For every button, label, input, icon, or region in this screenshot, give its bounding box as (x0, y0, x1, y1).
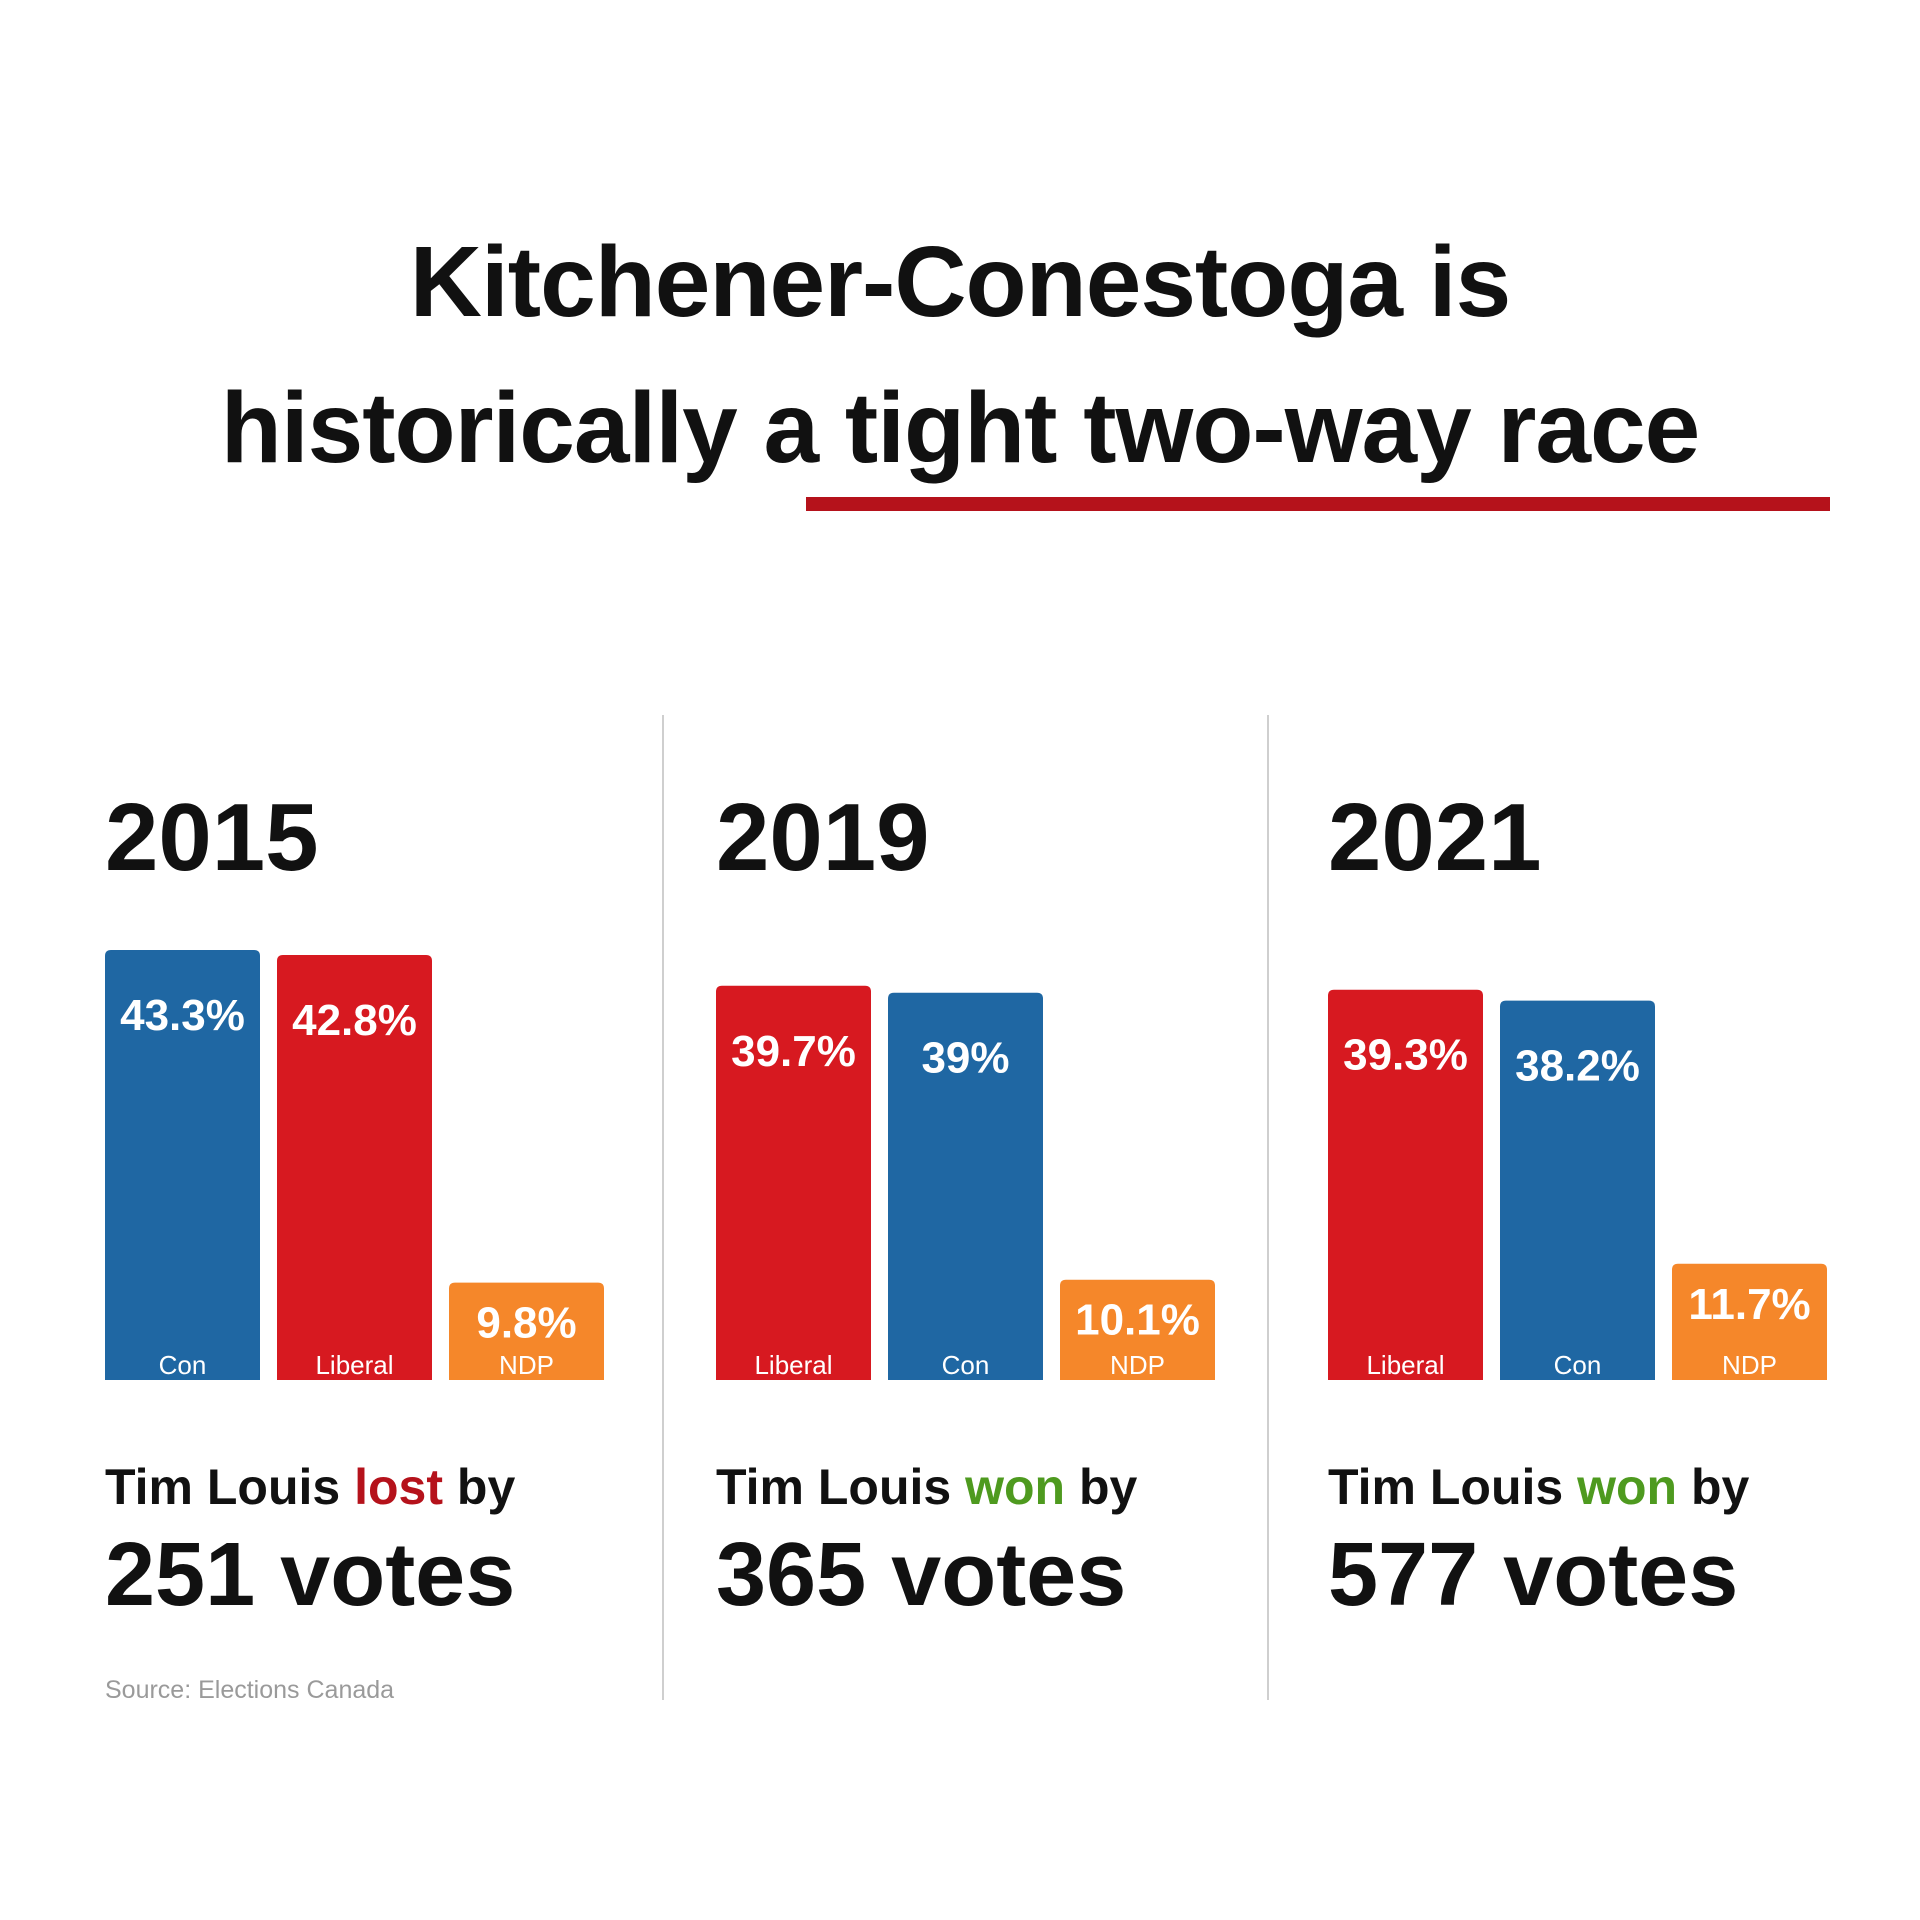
bar-category-label: Liberal (315, 1350, 393, 1380)
votes-2015: 251 votes (105, 1525, 516, 1625)
title-line-1: Kitchener-Conestoga is (409, 226, 1511, 338)
bar-con (1500, 1000, 1655, 1380)
result-outcome: lost (354, 1459, 444, 1515)
votes-2019: 365 votes (716, 1525, 1127, 1625)
bar-ndp (449, 1282, 604, 1380)
bar-category-label: NDP (499, 1350, 554, 1380)
bar-value-label: 10.1% (1075, 1296, 1200, 1345)
bar-category-label: Liberal (1366, 1350, 1444, 1380)
votes-2021: 577 votes (1328, 1525, 1739, 1625)
result-2015: Tim Louis lost by (105, 1462, 515, 1512)
bar-liberal (277, 954, 432, 1380)
column-divider-2 (1267, 715, 1269, 1700)
title-underline (806, 497, 1830, 511)
column-divider-1 (662, 715, 664, 1700)
year-2015: 2015 (105, 784, 319, 891)
result-prefix: Tim Louis (1328, 1459, 1578, 1515)
chart-2019: 39.7% Liberal 39% Con 10.1% NDP (716, 985, 1215, 1380)
title-line-2: historically a tight two-way race (220, 372, 1701, 484)
bar-category-label: NDP (1110, 1350, 1165, 1380)
bar-liberal (1328, 989, 1483, 1380)
bar-value-label: 43.3% (120, 991, 245, 1040)
bar-category-label: Con (1554, 1350, 1602, 1380)
bar-ndp (1672, 1263, 1827, 1380)
bar-value-label: 9.8% (476, 1299, 576, 1348)
bar-category-label: Con (159, 1350, 207, 1380)
bar-ndp (1060, 1279, 1215, 1380)
result-suffix: by (443, 1459, 516, 1515)
bar-value-label: 11.7% (1688, 1280, 1810, 1329)
result-2019: Tim Louis won by (716, 1462, 1137, 1512)
result-prefix: Tim Louis (716, 1459, 966, 1515)
bar-liberal (716, 985, 871, 1380)
bar-value-label: 38.2% (1515, 1042, 1640, 1091)
bar-value-label: 42.8% (292, 996, 417, 1045)
bar-category-label: NDP (1722, 1350, 1777, 1380)
result-2021: Tim Louis won by (1328, 1462, 1749, 1512)
result-suffix: by (1065, 1459, 1138, 1515)
bar-category-label: Liberal (754, 1350, 832, 1380)
bar-category-label: Con (942, 1350, 990, 1380)
result-outcome: won (965, 1459, 1066, 1515)
year-2021: 2021 (1328, 784, 1542, 891)
bar-value-label: 39.7% (731, 1027, 856, 1076)
chart-2021: 39.3% Liberal 38.2% Con 11.7% NDP (1328, 989, 1827, 1380)
year-2019: 2019 (716, 784, 930, 891)
result-suffix: by (1677, 1459, 1750, 1515)
source-note: Source: Elections Canada (105, 1676, 395, 1704)
bar-con (888, 992, 1043, 1380)
bar-value-label: 39.3% (1343, 1031, 1468, 1080)
result-prefix: Tim Louis (105, 1459, 355, 1515)
result-outcome: won (1577, 1459, 1678, 1515)
bar-value-label: 39% (921, 1034, 1009, 1083)
chart-2015: 43.3% Con 42.8% Liberal 9.8%NDP (105, 950, 604, 1380)
bar-con (105, 950, 260, 1380)
